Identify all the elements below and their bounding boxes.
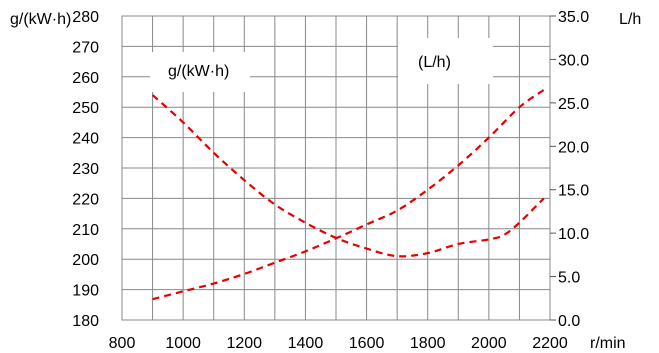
annotation-left-series: g/(kW·h) [168,63,229,80]
y-left-tick-label: 270 [72,39,99,56]
y-right-tick-label: 25.0 [558,96,589,113]
annotation-right-series: (L/h) [418,54,451,71]
y-right-tick-label: 15.0 [558,183,589,200]
x-tick-label: 1800 [410,335,446,352]
y-left-tick-label: 240 [72,131,99,148]
series-line-right-axis [152,88,545,301]
annotation-right-box [398,38,493,84]
y-left-tick-label: 210 [72,222,99,239]
right-axis-unit-label: L/h [619,11,641,28]
x-tick-label: 800 [109,335,136,352]
x-tick-label: 1200 [226,335,262,352]
plot-frame [121,15,551,321]
y-left-tick-label: 190 [72,283,99,300]
y-left-tick-label: 260 [72,70,99,87]
left-axis-unit-label: g/(kW·h) [10,11,71,28]
x-tick-label: 1600 [349,335,385,352]
y-right-tick-label: 20.0 [558,139,589,156]
x-tick-label: 1000 [165,335,201,352]
y-left-tick-label: 220 [72,191,99,208]
y-left-tick-label: 180 [72,313,99,330]
y-right-tick-label: 30.0 [558,52,589,69]
y-left-tick-label: 200 [72,252,99,269]
y-left-tick-label: 250 [72,100,99,117]
y-right-tick-label: 35.0 [558,9,589,26]
series-line-left-axis [151,94,545,258]
x-tick-label: 1400 [288,335,324,352]
x-axis-unit-label: r/min [590,335,626,352]
annotation-left-box [150,52,250,92]
axes: 800 1000 1200 1400 1600 1800 2000 2200 180 190 200… [72,9,589,352]
x-tick-label: 2200 [532,335,568,352]
y-left-tick-label: 230 [72,161,99,178]
x-tick-label: 2000 [471,335,507,352]
annotation-backgrounds [150,38,493,92]
y-right-tick-label: 5.0 [558,270,580,287]
y-right-tick-label: 10.0 [558,226,589,243]
y-left-tick-label: 280 [72,9,99,26]
y-right-tick-label: 0.0 [558,313,580,330]
series [151,88,545,301]
